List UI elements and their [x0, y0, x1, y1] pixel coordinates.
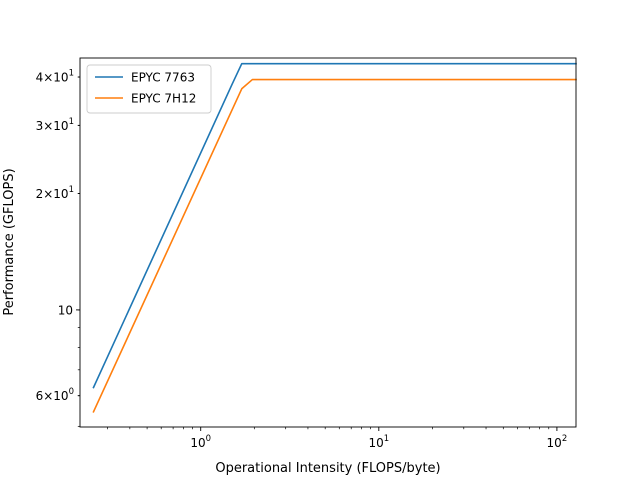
x-tick-label: 100	[190, 434, 211, 450]
y-axis-label: Performance (GFLOPS)	[2, 168, 17, 315]
y-tick-label: 6×100	[36, 387, 74, 403]
x-tick-label: 102	[547, 434, 568, 450]
axis-ticks: 100 101 102 6×100 10 2×101 3×101 4×101	[36, 69, 568, 450]
y-tick-label: 10	[58, 303, 73, 317]
x-tick-label: 101	[368, 434, 389, 450]
legend-label: EPYC 7H12	[131, 92, 196, 106]
y-tick-label: 4×101	[36, 69, 74, 85]
y-tick-label: 2×101	[36, 185, 74, 201]
plot-area	[79, 57, 577, 428]
legend: EPYC 7763 EPYC 7H12	[86, 64, 212, 114]
y-tick-label: 3×101	[36, 117, 74, 133]
legend-label: EPYC 7763	[131, 71, 195, 85]
series-line-1	[92, 62, 577, 389]
axes-frame	[79, 57, 577, 428]
series-line-2	[92, 78, 577, 413]
x-axis-label: Operational Intensity (FLOPS/byte)	[215, 461, 440, 476]
